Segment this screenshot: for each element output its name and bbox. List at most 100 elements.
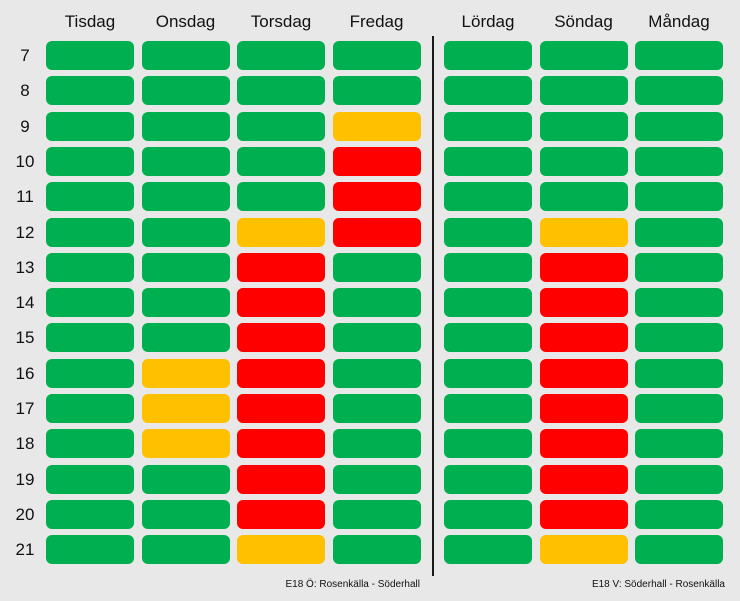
cell-måndag-14 [635,288,723,318]
cell-torsdag-20 [237,499,325,529]
cell-söndag-17 [539,394,628,423]
cell-onsdag-11 [141,182,230,212]
cell-tisdag-14 [46,288,134,318]
cell-lördag-10 [444,146,532,176]
cell-fredag-10 [332,146,421,176]
cell-lördag-18 [444,429,532,459]
cell-tisdag-13 [46,252,134,282]
cell-fredag-20 [332,499,421,529]
cell-fredag-14 [332,288,421,318]
cell-söndag-12 [539,217,628,247]
cell-måndag-18 [635,429,723,459]
cell-onsdag-19 [141,464,230,494]
cell-söndag-21 [539,535,628,565]
cell-måndag-16 [635,358,723,388]
cell-fredag-21 [332,535,421,565]
cell-torsdag-7 [237,41,325,70]
cell-fredag-16 [332,358,421,388]
cell-måndag-11 [635,182,723,212]
hour-label-21: 21 [15,540,35,560]
cell-tisdag-21 [46,535,134,565]
hour-label-10: 10 [15,151,35,171]
road-label-west: E18 V: Söderhall - Rosenkälla [591,579,725,590]
cell-torsdag-18 [237,429,325,459]
cell-tisdag-8 [46,76,134,106]
hour-label-12: 12 [15,222,35,242]
cell-söndag-16 [539,358,628,388]
day-header-torsdag: Torsdag [250,12,312,31]
cell-onsdag-12 [141,217,230,247]
cell-fredag-12 [332,217,421,247]
hour-label-20: 20 [15,504,35,524]
cell-onsdag-15 [141,323,230,353]
cell-onsdag-8 [141,76,230,106]
cell-lördag-7 [444,41,532,70]
cell-torsdag-17 [237,394,325,423]
hour-label-11: 11 [16,187,34,207]
cell-onsdag-9 [141,111,230,141]
cell-lördag-21 [444,535,532,565]
cell-söndag-15 [539,323,628,353]
cell-måndag-8 [635,76,723,106]
cell-onsdag-10 [141,146,230,176]
cell-torsdag-11 [237,182,325,212]
cell-tisdag-10 [46,146,134,176]
cell-söndag-9 [539,111,628,141]
cell-lördag-12 [444,217,532,247]
cell-tisdag-19 [46,464,134,494]
cell-måndag-9 [635,111,723,141]
cell-fredag-7 [332,41,421,70]
cell-söndag-7 [539,41,628,70]
cell-onsdag-14 [141,288,230,318]
cell-onsdag-17 [141,394,230,423]
cell-måndag-10 [635,146,723,176]
cell-lördag-11 [444,182,532,212]
cell-torsdag-10 [237,146,325,176]
cell-fredag-9 [332,111,421,141]
cell-tisdag-9 [46,111,134,141]
day-header-tisdag: Tisdag [64,12,116,31]
cell-onsdag-7 [141,41,230,70]
cell-tisdag-18 [46,429,134,459]
day-header-söndag: Söndag [554,12,613,31]
cell-lördag-16 [444,358,532,388]
cell-lördag-19 [444,464,532,494]
hour-label-13: 13 [15,257,35,277]
cell-torsdag-8 [237,76,325,106]
cell-fredag-18 [332,429,421,459]
hour-label-15: 15 [15,328,35,348]
cell-måndag-15 [635,323,723,353]
cell-söndag-18 [539,429,628,459]
cell-lördag-14 [444,288,532,318]
hour-label-8: 8 [20,81,30,101]
cell-lördag-9 [444,111,532,141]
day-header-onsdag: Onsdag [155,12,216,31]
cell-torsdag-16 [237,358,325,388]
cell-lördag-17 [444,394,532,423]
cell-tisdag-12 [46,217,134,247]
cell-onsdag-20 [141,499,230,529]
hour-label-9: 9 [20,116,30,136]
road-label-east: E18 Ö: Rosenkälla - Söderhall [285,579,420,590]
cell-söndag-14 [539,288,628,318]
cell-fredag-11 [332,182,421,212]
cell-fredag-17 [332,394,421,423]
cell-torsdag-13 [237,252,325,282]
cell-onsdag-16 [141,358,230,388]
cell-söndag-10 [539,146,628,176]
hour-label-14: 14 [15,293,35,313]
hour-label-7: 7 [20,46,30,65]
cell-måndag-7 [635,41,723,70]
cell-torsdag-12 [237,217,325,247]
hour-label-19: 19 [15,469,35,489]
cell-måndag-17 [635,394,723,423]
hour-label-17: 17 [15,399,35,418]
cell-fredag-13 [332,252,421,282]
cell-torsdag-21 [237,535,325,565]
day-header-måndag: Måndag [648,12,710,31]
cell-tisdag-17 [46,394,134,423]
cell-måndag-13 [635,252,723,282]
cell-måndag-12 [635,217,723,247]
cell-söndag-8 [539,76,628,106]
